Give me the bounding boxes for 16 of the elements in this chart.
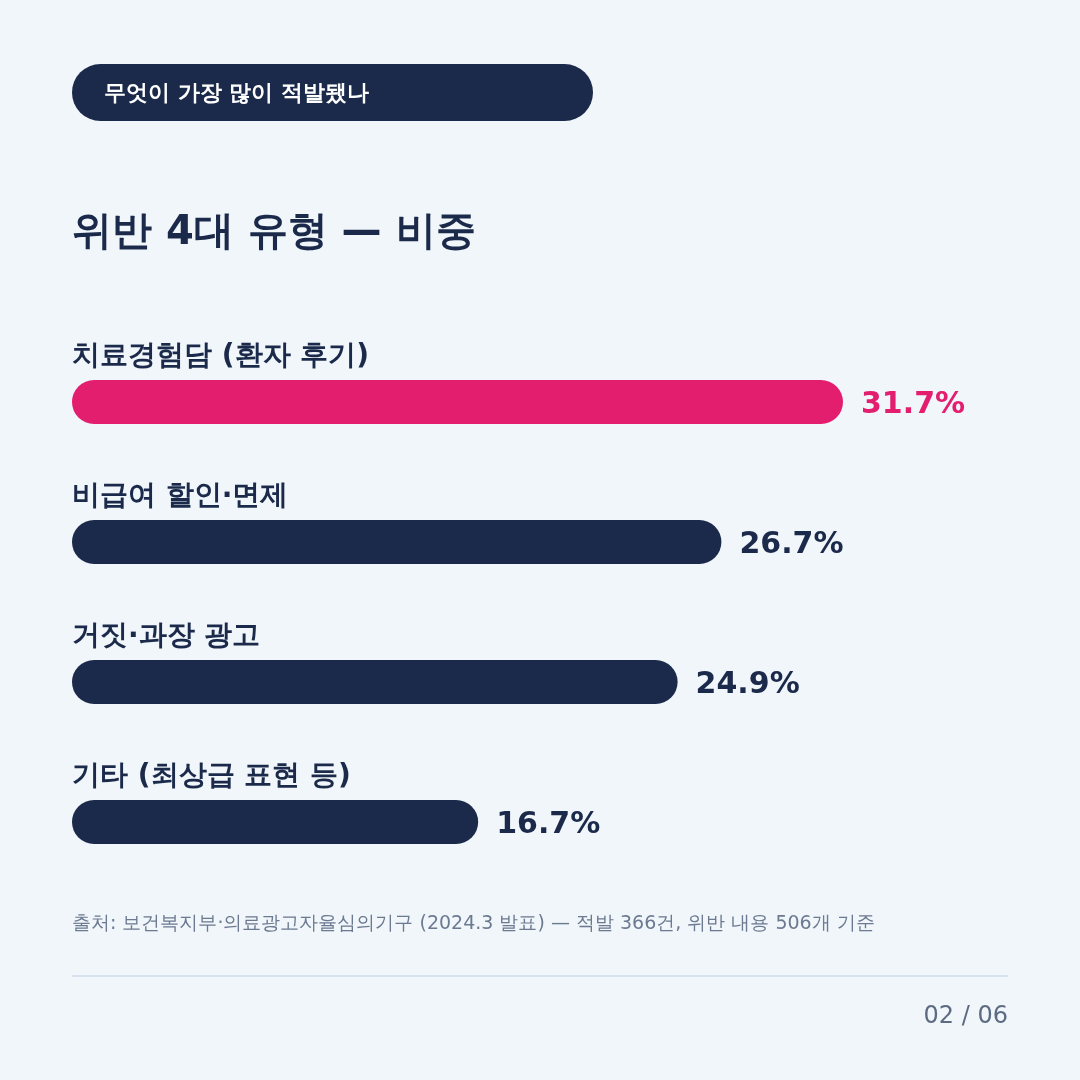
data-label: 31.7% (861, 384, 966, 420)
chart-title: 위반 4대 유형 — 비중 (72, 206, 476, 255)
data-label: 24.9% (695, 664, 800, 700)
data-label: 26.7% (739, 524, 844, 560)
y-tick-label: 치료경험담 (환자 후기) (72, 337, 370, 371)
bar (72, 380, 843, 424)
bar (72, 520, 722, 564)
text: 02 / 06 (923, 1000, 1008, 1031)
y-tick-label: 기타 (최상급 표현 등) (72, 757, 351, 791)
bar (72, 660, 678, 704)
y-tick-label: 비급여 할인·면제 (72, 477, 289, 511)
chart-subtitle: 무엇이 가장 많이 적발됐나 (104, 79, 369, 107)
bar (72, 800, 479, 844)
y-tick-label: 거짓·과장 광고 (72, 617, 261, 651)
source-note: 출처: 보건복지부·의료광고자율심의기구 (2024.3 발표) — 적발 366건, 위반 내용 506개 기준 (72, 910, 875, 935)
data-label: 16.7% (496, 804, 601, 840)
